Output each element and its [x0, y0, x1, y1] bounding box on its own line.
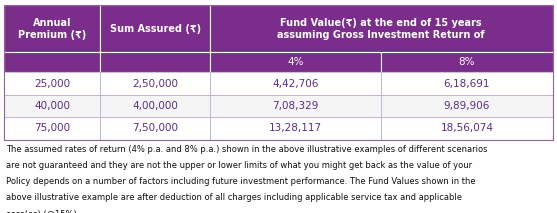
Text: 6,18,691: 6,18,691	[444, 79, 490, 89]
Text: 4%: 4%	[287, 57, 304, 67]
Text: Annual
Premium (₹): Annual Premium (₹)	[18, 18, 86, 40]
Bar	[4, 95, 100, 117]
Bar	[210, 72, 381, 95]
Bar	[210, 95, 381, 117]
Bar	[100, 95, 210, 117]
Text: above illustrative example are after deduction of all charges including applicab: above illustrative example are after ded…	[6, 193, 462, 202]
Bar	[381, 52, 553, 72]
Bar	[4, 5, 553, 140]
Text: 13,28,117: 13,28,117	[269, 123, 322, 133]
Bar	[100, 52, 210, 72]
Text: Policy depends on a number of factors including future investment performance. T: Policy depends on a number of factors in…	[6, 177, 475, 186]
Bar	[100, 5, 210, 52]
Text: Sum Assured (₹): Sum Assured (₹)	[110, 24, 201, 34]
Bar	[210, 5, 553, 52]
Bar	[381, 117, 553, 140]
Text: 18,56,074: 18,56,074	[441, 123, 494, 133]
Text: 4,00,000: 4,00,000	[132, 101, 178, 111]
Bar	[4, 5, 100, 52]
Text: 40,000: 40,000	[35, 101, 70, 111]
Bar	[210, 117, 381, 140]
Text: 7,50,000: 7,50,000	[132, 123, 178, 133]
Text: Fund Value(₹) at the end of 15 years
assuming Gross Investment Return of: Fund Value(₹) at the end of 15 years ass…	[277, 18, 485, 40]
Text: 9,89,906: 9,89,906	[444, 101, 490, 111]
Bar	[100, 72, 210, 95]
Bar	[4, 117, 100, 140]
Text: 75,000: 75,000	[35, 123, 71, 133]
Text: 8%: 8%	[458, 57, 475, 67]
Bar	[4, 72, 100, 95]
Bar	[4, 52, 100, 72]
Text: The assumed rates of return (4% p.a. and 8% p.a.) shown in the above illustrativ: The assumed rates of return (4% p.a. and…	[6, 145, 487, 154]
Text: 25,000: 25,000	[35, 79, 71, 89]
Bar	[381, 72, 553, 95]
Text: are not guaranteed and they are not the upper or lower limits of what you might : are not guaranteed and they are not the …	[6, 161, 472, 170]
Bar	[381, 95, 553, 117]
Bar	[210, 52, 381, 72]
Text: cess(es) (@15%).: cess(es) (@15%).	[6, 209, 79, 213]
Text: 4,42,706: 4,42,706	[272, 79, 319, 89]
Bar	[100, 117, 210, 140]
Text: 7,08,329: 7,08,329	[272, 101, 319, 111]
Text: 2,50,000: 2,50,000	[132, 79, 178, 89]
